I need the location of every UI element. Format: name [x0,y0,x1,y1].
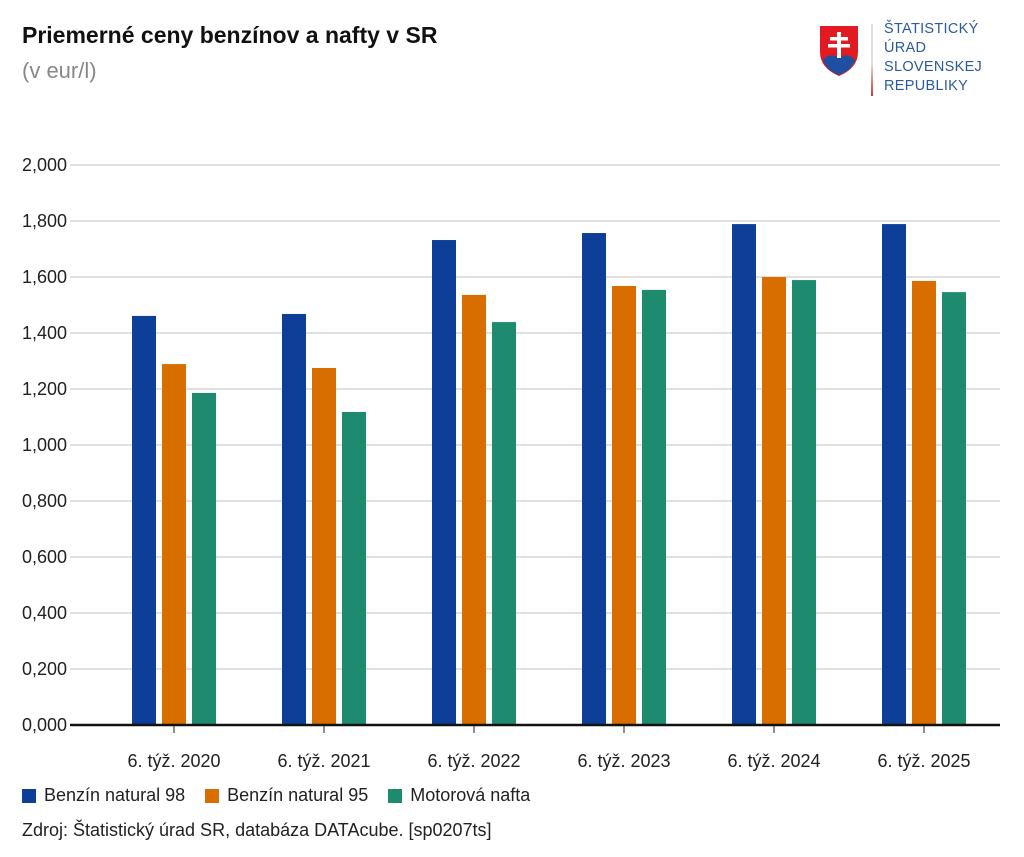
y-tick-label: 0,000 [22,715,67,735]
legend-label: Benzín natural 98 [44,785,186,805]
legend-item: Benzín natural 98 [22,785,185,806]
legend-swatch [22,788,36,803]
bar-motorov-nafta [792,280,816,725]
y-tick-label: 1,400 [22,323,67,343]
y-tick-label: 0,600 [22,547,67,567]
bar-benz-n-natural-98 [582,233,606,726]
y-tick-label: 1,600 [22,267,67,287]
bar-benz-n-natural-95 [462,294,486,725]
bar-benz-n-natural-98 [732,224,756,725]
bar-benz-n-natural-98 [132,315,156,725]
legend-swatch [388,788,403,803]
y-tick-label: 0,400 [22,603,67,623]
bar-benz-n-natural-95 [762,277,786,725]
bar-benz-n-natural-95 [162,364,186,725]
bar-motorov-nafta [642,289,666,725]
legend-label: Benzín natural 95 [227,785,369,805]
y-tick-label: 1,000 [22,435,67,455]
legend-item: Motorová nafta [388,785,530,806]
legend-swatch [205,788,220,803]
bar-benz-n-natural-95 [912,280,936,725]
logo-text: ŠTATISTICKÝ ÚRAD SLOVENSKEJ REPUBLIKY [884,20,982,96]
y-tick-label: 0,200 [22,659,67,679]
x-tick-label: 6. týž. 2024 [727,751,820,771]
logo-separator [871,24,873,96]
logo-line: ŠTATISTICKÝ [884,21,979,37]
chart-subtitle: (v eur/l) [22,58,97,83]
logo-line: REPUBLIKY [884,78,969,94]
legend-item: Benzín natural 95 [205,785,368,806]
bar-benz-n-natural-98 [432,240,456,726]
source-note: Zdroj: Štatistický úrad SR, databáza DAT… [22,820,492,840]
logo-line: SLOVENSKEJ [884,59,983,75]
legend-label: Motorová nafta [410,785,531,805]
y-tick-label: 1,800 [22,211,67,231]
bar-motorov-nafta [942,292,966,725]
coat-of-arms-logo-icon [820,26,858,76]
legend: Benzín natural 98 Benzín natural 95 Moto… [22,785,530,806]
bar-benz-n-natural-95 [312,368,336,725]
x-tick-label: 6. týž. 2025 [877,751,970,771]
bar-benz-n-natural-95 [612,285,636,725]
x-tick-label: 6. týž. 2022 [427,751,520,771]
bar-chart: 0,000 0,200 0,400 0,600 0,800 1,000 1,200 1,400… [22,155,1000,771]
y-tick-label: 0,800 [22,491,67,511]
x-tick-label: 6. týž. 2020 [127,751,220,771]
bar-motorov-nafta [342,411,366,725]
bar-benz-n-natural-98 [282,313,306,725]
x-tick-label: 6. týž. 2021 [277,751,370,771]
bar-motorov-nafta [192,392,216,725]
bar-motorov-nafta [492,322,516,725]
chart-title: Priemerné ceny benzínov a nafty v SR [22,22,438,48]
x-tick-label: 6. týž. 2023 [577,751,670,771]
y-tick-label: 2,000 [22,155,67,175]
logo-line: ÚRAD [884,40,927,56]
bar-benz-n-natural-98 [882,224,906,725]
y-tick-label: 1,200 [22,379,67,399]
